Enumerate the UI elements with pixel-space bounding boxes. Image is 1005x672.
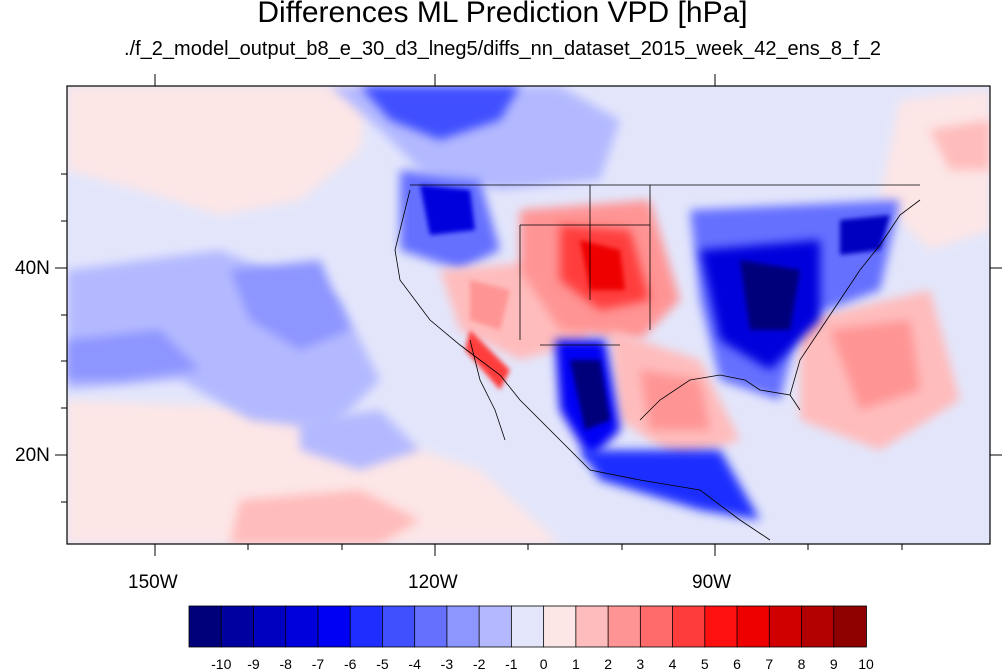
map-title: Differences ML Prediction VPD [hPa] <box>257 0 748 29</box>
colorbar-swatch <box>704 605 738 648</box>
lon-label-90w: 90W <box>692 572 732 593</box>
lon-label-120w: 120W <box>408 572 458 593</box>
colorbar-swatch <box>253 605 287 648</box>
colorbar-tick-label: 5 <box>700 656 709 672</box>
colorbar-tick-label: 7 <box>765 656 774 672</box>
colorbar-tick-label: 3 <box>636 656 645 672</box>
colorbar-swatch <box>672 605 706 648</box>
colorbar-tick-label: -5 <box>376 656 389 672</box>
colorbar-tick-label: 8 <box>797 656 806 672</box>
colorbar-tick-label: 6 <box>733 656 741 672</box>
coastlines <box>394 184 921 541</box>
colorbar-tick-label: 0 <box>539 656 548 672</box>
colorbar-tick-label: -4 <box>408 656 421 672</box>
map-field <box>67 86 990 544</box>
colorbar-swatch <box>188 605 223 648</box>
colorbar-swatch <box>639 605 674 648</box>
colorbar-swatch <box>510 605 545 648</box>
colorbar-tick-label: -3 <box>440 656 454 672</box>
colorbar-tick-label: -9 <box>247 656 260 672</box>
colorbar-swatch <box>478 605 513 648</box>
colorbar-tick-label: -1 <box>505 656 518 672</box>
lon-label-150w: 150W <box>128 572 178 593</box>
colorbar-swatch <box>575 605 609 648</box>
lat-label-20n: 20N <box>15 445 50 466</box>
lat-label-40n: 40N <box>15 258 50 279</box>
colorbar-tick-label: 9 <box>829 656 838 672</box>
colorbar-tick-label: -2 <box>472 656 486 672</box>
map-subtitle: ./f_2_model_output_b8_e_30_d3_lneg5/diff… <box>124 38 881 60</box>
colorbar-swatch <box>607 605 642 648</box>
colorbar-swatch <box>414 605 448 648</box>
colorbar-swatch <box>736 605 771 648</box>
colorbar-tick-label: 1 <box>571 656 580 672</box>
colorbar-tick-label: -6 <box>343 656 357 672</box>
colorbar-tick-label: 2 <box>604 656 612 672</box>
colorbar-tick-label: 4 <box>668 656 677 672</box>
colorbar-swatch <box>349 605 384 648</box>
colorbar-swatch <box>317 605 352 648</box>
colorbar-swatch <box>801 605 835 648</box>
colorbar-tick-label: 10 <box>858 656 874 672</box>
colorbar-swatch <box>768 605 803 648</box>
colorbar-swatch <box>220 605 255 648</box>
colorbar-swatch <box>285 605 319 648</box>
colorbar-swatch <box>833 605 867 648</box>
colorbar-swatch <box>382 605 416 648</box>
colorbar-swatch <box>446 605 481 648</box>
colorbar-tick-label: -7 <box>311 656 325 672</box>
colorbar-tick-label: -10 <box>211 656 232 672</box>
colorbar-tick-label: -8 <box>279 656 292 672</box>
colorbar-swatch <box>543 605 577 648</box>
colorbar <box>188 605 867 648</box>
axis-ticks <box>55 74 1002 556</box>
